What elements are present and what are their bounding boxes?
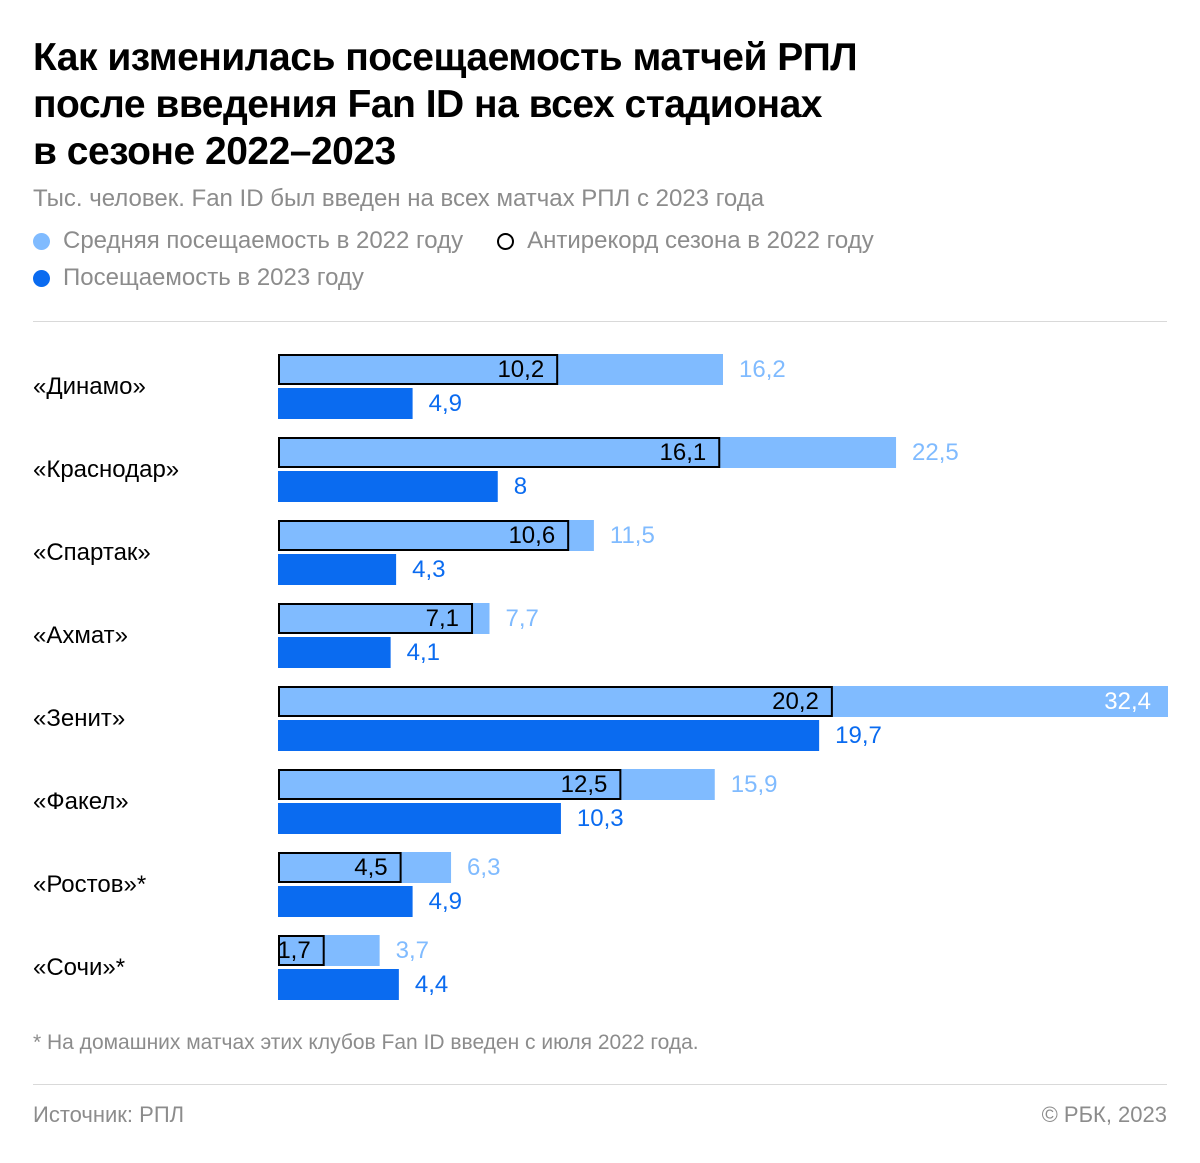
att-2023-label-row-3: 4,3 <box>412 556 445 583</box>
top-divider <box>33 321 1167 322</box>
legend-swatch-low-2022 <box>497 232 515 250</box>
avg-2022-bar-row-2 <box>278 437 897 468</box>
avg-2022-label-row-4: 7,7 <box>506 605 539 632</box>
title-line-2: после введения Fan ID на всех стадионах <box>33 83 823 126</box>
avg-2022-label-row-5: 32,4 <box>1104 688 1151 715</box>
att-2023-bar-row-3 <box>278 554 397 585</box>
legend-label-avg-2022: Средняя посещаемость в 2022 году <box>63 227 464 254</box>
club-label-row-6: «Факел» <box>33 788 129 815</box>
low-2022-outline-row-1 <box>278 354 559 385</box>
att-2023-label-row-4: 4,1 <box>407 639 440 666</box>
avg-2022-bar-row-5 <box>278 686 1168 717</box>
att-2023-label-row-5: 19,7 <box>835 722 882 749</box>
title-line-3: в сезоне 2022–2023 <box>33 130 396 173</box>
avg-2022-bar-row-4 <box>278 603 490 634</box>
att-2023-bar-row-8 <box>278 969 399 1000</box>
club-label-row-1: «Динамо» <box>33 373 146 400</box>
att-2023-label-row-6: 10,3 <box>577 805 624 832</box>
att-2023-bar-row-6 <box>278 803 561 834</box>
avg-2022-bar-row-3 <box>278 520 594 551</box>
club-label-row-2: «Краснодар» <box>33 456 179 483</box>
low-2022-outline-row-7 <box>278 852 402 883</box>
chart-subtitle: Тыс. человек. Fan ID был введен на всех … <box>33 185 765 212</box>
avg-2022-label-row-6: 15,9 <box>731 771 778 798</box>
att-2023-label-row-8: 4,4 <box>415 971 448 998</box>
avg-2022-label-row-7: 6,3 <box>467 854 500 881</box>
avg-2022-bar-row-8 <box>278 935 380 966</box>
avg-2022-label-row-1: 16,2 <box>739 356 786 383</box>
att-2023-bar-row-5 <box>278 720 820 751</box>
att-2023-label-row-7: 4,9 <box>429 888 462 915</box>
copyright-note: © РБК, 2023 <box>1041 1102 1167 1127</box>
legend-item-avg-2022: Средняя посещаемость в 2022 году <box>33 227 463 255</box>
footnote: * На домашних матчах этих клубов Fan ID … <box>33 1031 699 1054</box>
low-2022-outline-row-6 <box>278 769 622 800</box>
title-line-1: Как изменилась посещаемость матчей РПЛ <box>33 36 858 79</box>
low-2022-label-row-2: 16,1 <box>660 439 707 466</box>
avg-2022-bar-row-6 <box>278 769 715 800</box>
bottom-divider <box>33 1084 1167 1085</box>
legend-item-low-2022: Антирекорд сезона в 2022 году <box>497 227 874 255</box>
low-2022-label-row-1: 10,2 <box>497 356 544 383</box>
club-label-row-3: «Спартак» <box>33 539 151 566</box>
avg-2022-bar-row-1 <box>278 354 723 385</box>
low-2022-label-row-6: 12,5 <box>561 771 608 798</box>
low-2022-outline-row-5 <box>278 686 833 717</box>
legend-row-2: Посещаемость в 2023 году <box>33 263 398 293</box>
chart-title: Как изменилась посещаемость матчей РПЛ п… <box>33 34 1163 175</box>
legend-label-low-2022: Антирекорд сезона в 2022 году <box>527 227 874 254</box>
legend-label-att-2023: Посещаемость в 2023 году <box>63 264 364 291</box>
legend-swatch-att-2023 <box>33 269 50 287</box>
club-label-row-8: «Сочи»* <box>33 954 125 981</box>
low-2022-label-row-7: 4,5 <box>354 854 387 881</box>
club-label-row-5: «Зенит» <box>33 705 125 732</box>
club-label-row-4: «Ахмат» <box>33 622 128 649</box>
legend-row-1: Средняя посещаемость в 2022 году Антирек… <box>33 226 908 256</box>
avg-2022-bar-row-7 <box>278 852 452 883</box>
bar-chart: «Динамо» 10,2 16,2 4,9 «Краснодар» 16,1 22,5 8 «… <box>33 354 1168 1000</box>
avg-2022-label-row-3: 11,5 <box>610 522 655 549</box>
low-2022-label-row-3: 10,6 <box>508 522 555 549</box>
legend-item-att-2023: Посещаемость в 2023 году <box>33 264 364 292</box>
source-note: Источник: РПЛ <box>33 1102 185 1127</box>
low-2022-label-row-4: 7,1 <box>426 605 459 632</box>
att-2023-bar-row-1 <box>278 388 413 419</box>
low-2022-outline-row-8 <box>278 935 325 966</box>
low-2022-label-row-8: 1,7 <box>277 937 310 964</box>
low-2022-outline-row-3 <box>278 520 570 551</box>
low-2022-outline-row-2 <box>278 437 721 468</box>
att-2023-bar-row-4 <box>278 637 391 668</box>
club-label-row-7: «Ростов»* <box>33 871 146 898</box>
legend-swatch-avg-2022 <box>33 232 50 250</box>
low-2022-label-row-5: 20,2 <box>772 688 819 715</box>
att-2023-bar-row-7 <box>278 886 413 917</box>
att-2023-label-row-2: 8 <box>514 473 527 500</box>
att-2023-label-row-1: 4,9 <box>429 390 462 417</box>
att-2023-bar-row-2 <box>278 471 498 502</box>
avg-2022-label-row-2: 22,5 <box>912 439 959 466</box>
avg-2022-label-row-8: 3,7 <box>396 937 429 964</box>
low-2022-outline-row-4 <box>278 603 474 634</box>
